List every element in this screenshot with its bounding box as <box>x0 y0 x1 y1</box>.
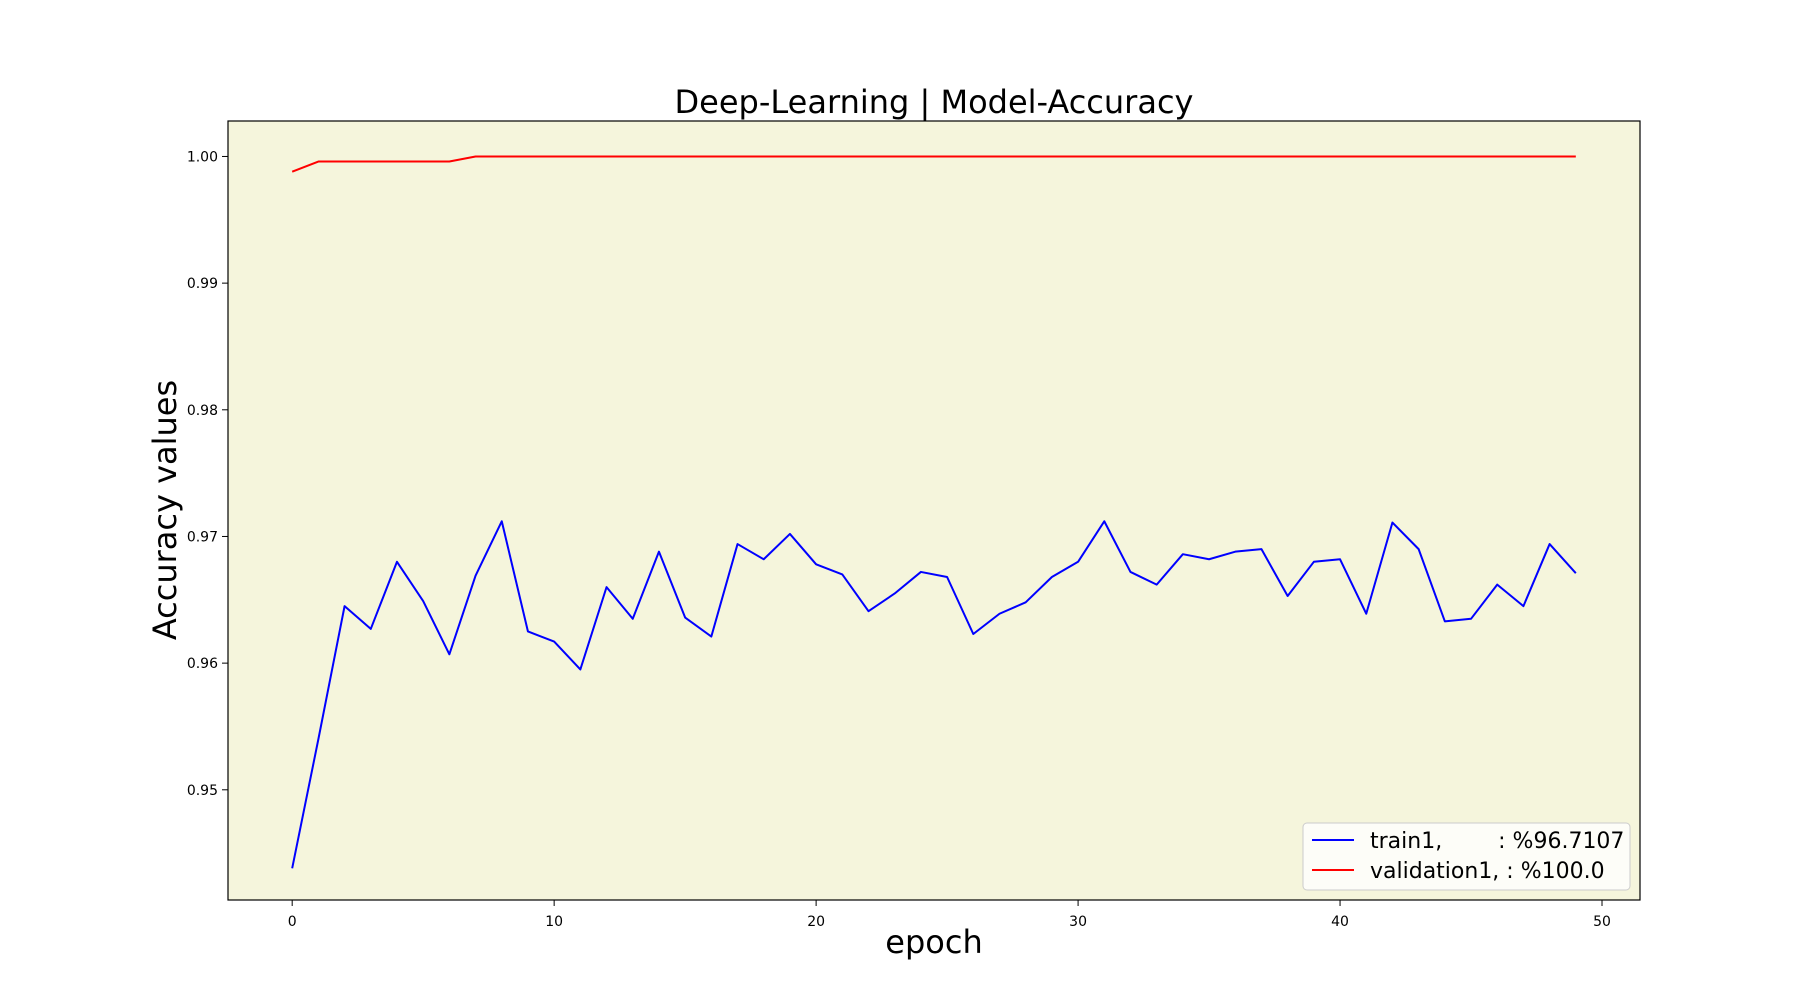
y-tick-label: 0.97 <box>187 529 218 545</box>
legend: train1, : %96.7107 validation1, : %100.0 <box>1302 822 1631 891</box>
series-line-validation <box>291 155 1576 173</box>
x-tick-label: 40 <box>1331 914 1349 930</box>
y-tick-label: 0.96 <box>187 656 218 672</box>
plot-frame <box>227 120 1641 901</box>
y-tick-label: 0.98 <box>187 403 218 419</box>
legend-label-train: train1, : %96.7107 <box>1370 829 1624 854</box>
x-axis-title: epoch <box>885 923 982 961</box>
y-tick-label: 0.99 <box>187 276 218 292</box>
y-axis-title: Accuracy values <box>146 380 184 640</box>
x-axis-ticks: 0 10 20 30 40 50 <box>288 900 1611 930</box>
y-axis-ticks: 0.95 0.96 0.97 0.98 0.99 1.00 <box>187 149 228 799</box>
x-tick-label: 30 <box>1069 914 1087 930</box>
y-tick-label: 1.00 <box>187 149 218 165</box>
legend-box <box>1302 822 1631 891</box>
x-tick-label: 10 <box>545 914 563 930</box>
x-tick-label: 20 <box>807 914 825 930</box>
legend-label-validation: validation1, : %100.0 <box>1370 859 1605 884</box>
series-lines <box>291 155 1577 869</box>
x-tick-label: 0 <box>288 914 297 930</box>
plot-area <box>228 121 1640 900</box>
y-tick-label: 0.95 <box>187 783 218 799</box>
chart-title: Deep-Learning | Model-Accuracy <box>675 83 1194 121</box>
series-line-train <box>291 520 1577 869</box>
x-tick-label: 50 <box>1593 914 1611 930</box>
